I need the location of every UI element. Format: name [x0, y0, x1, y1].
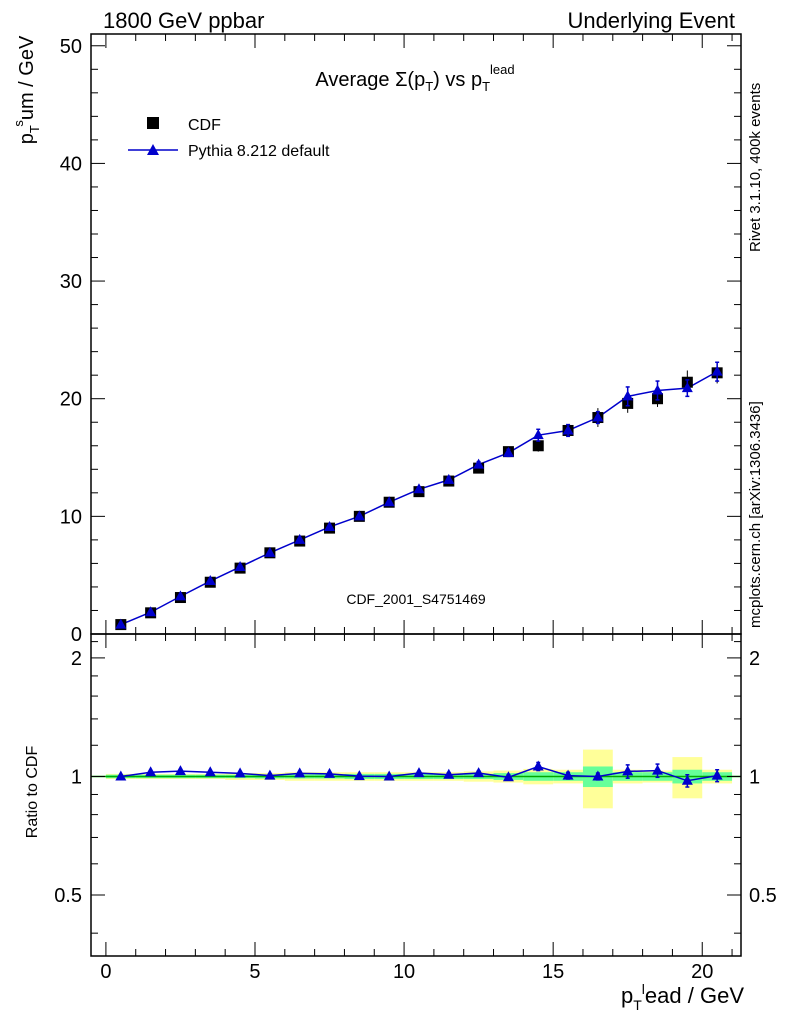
pythia-point	[145, 606, 157, 617]
ratio-point	[115, 770, 127, 781]
side-label-rivet: Rivet 3.1.10, 400k events	[747, 83, 764, 252]
pythia-point	[383, 496, 395, 507]
ratio-ticks	[91, 634, 741, 956]
pythia-point	[353, 510, 365, 521]
legend-label-cdf: CDF	[188, 117, 221, 134]
pythia-point	[115, 618, 127, 629]
ratio-point	[174, 765, 186, 776]
ratio-point	[473, 767, 485, 778]
main-y-axis-label: pTsum / GeV	[11, 35, 42, 144]
x-tick-label: 10	[393, 961, 415, 983]
main-y-tick-label: 0	[71, 624, 82, 646]
ratio-point	[145, 766, 157, 777]
pythia-point	[681, 382, 693, 393]
ratio-y-tick-label: 2	[71, 648, 82, 670]
header-right: Underlying Event	[567, 8, 735, 33]
pythia-point	[443, 473, 455, 484]
legend-marker-cdf	[147, 117, 159, 129]
ratio-bands	[91, 749, 741, 809]
ratio-point	[234, 767, 246, 778]
x-tick-label: 5	[249, 961, 260, 983]
header-left: 1800 GeV ppbar	[103, 8, 264, 33]
pythia-point	[264, 546, 276, 557]
side-label-mcplots: mcplots.cern.ch [arXiv:1306.3436]	[747, 401, 764, 628]
pythia-point	[592, 411, 604, 422]
ratio-point	[383, 770, 395, 781]
main-y-tick-label: 50	[60, 36, 82, 58]
ratio-point	[652, 764, 664, 775]
ratio-y-tick-label: 0.5	[54, 885, 82, 907]
main-y-tick-labels: 0 10 20 30 40 50	[60, 36, 82, 646]
ratio-series	[115, 760, 723, 788]
main-y-tick-label: 40	[60, 153, 82, 175]
ratio-point	[592, 770, 604, 781]
x-tick-labels: 0 5 10 15 20	[100, 961, 713, 983]
ratio-y-tick-labels: 0.5 0.5 1 1 2 2	[54, 648, 777, 907]
pythia-point	[532, 429, 544, 440]
pythia-point	[473, 458, 485, 469]
ratio-y-tick-label-right: 2	[749, 648, 760, 670]
ratio-point	[681, 774, 693, 785]
ratio-point	[353, 770, 365, 781]
main-series	[115, 361, 723, 631]
pythia-point	[622, 390, 634, 401]
ratio-y-tick-label-right: 0.5	[749, 885, 777, 907]
ratio-point	[711, 769, 723, 780]
ratio-y-tick-label-right: 1	[749, 766, 760, 788]
ratio-point	[562, 769, 574, 780]
pythia-point	[502, 446, 514, 457]
cdf-point	[532, 440, 544, 452]
ratio-point	[204, 766, 216, 777]
pythia-point	[413, 483, 425, 494]
pythia-point	[234, 560, 246, 571]
legend-label-pythia: Pythia 8.212 default	[188, 143, 330, 160]
ratio-y-axis-label: Ratio to CDF	[24, 746, 41, 839]
watermark: CDF_2001_S4751469	[346, 591, 486, 607]
ratio-point	[324, 767, 336, 778]
main-panel: 0 10 20 30 40 50	[60, 33, 742, 646]
ratio-point	[413, 767, 425, 778]
pythia-point	[204, 575, 216, 586]
pythia-point	[174, 590, 186, 601]
pythia-point	[652, 384, 664, 395]
ratio-y-tick-label: 1	[71, 766, 82, 788]
main-ticks	[91, 34, 741, 635]
pythia-point	[711, 365, 723, 376]
legend: CDF Pythia 8.212 default	[128, 117, 330, 160]
x-tick-label: 0	[100, 961, 111, 983]
ratio-point	[443, 768, 455, 779]
x-axis-label: pTlead / GeV	[621, 981, 744, 1013]
x-tick-label: 20	[691, 961, 713, 983]
main-y-tick-label: 10	[60, 506, 82, 528]
ratio-point	[532, 760, 544, 771]
pythia-point	[324, 520, 336, 531]
pythia-point	[562, 424, 574, 435]
ratio-point	[622, 765, 634, 776]
ratio-point	[294, 767, 306, 778]
pythia-point	[294, 533, 306, 544]
main-y-tick-label: 30	[60, 271, 82, 293]
x-tick-label: 15	[542, 961, 564, 983]
ratio-point	[264, 769, 276, 780]
legend-marker-pythia	[147, 144, 159, 155]
main-title: Average Σ(pT) vs pTlead	[315, 62, 514, 94]
ratio-panel: 0.5 0.5 1 1 2 2	[54, 633, 777, 957]
ratio-point	[502, 771, 514, 782]
ratio-frame	[90, 633, 742, 957]
main-title-text: Average Σ(pT) vs pTlead	[315, 62, 514, 94]
main-y-tick-label: 20	[60, 389, 82, 411]
